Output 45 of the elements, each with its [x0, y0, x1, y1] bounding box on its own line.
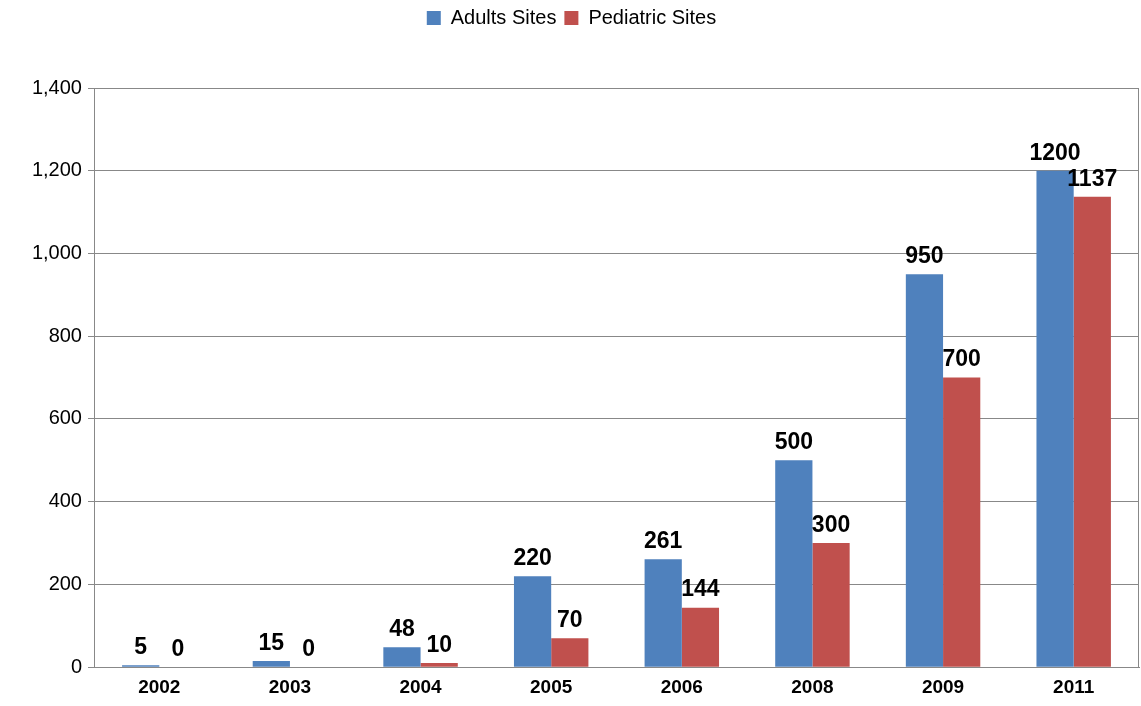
bar [551, 638, 589, 667]
bar [420, 663, 458, 667]
y-tick-label: 200 [48, 571, 82, 594]
y-tick-label: 800 [48, 323, 82, 346]
data-label: 15 [258, 628, 285, 655]
bar [681, 607, 720, 667]
data-label: 1200 [1029, 138, 1081, 165]
bar [905, 274, 944, 667]
bar [775, 460, 813, 667]
bar [1073, 196, 1111, 667]
data-label: 950 [905, 242, 944, 269]
x-tick-label: 2005 [530, 675, 573, 697]
y-tick-label: 400 [48, 489, 82, 512]
bar [513, 576, 552, 667]
y-tick-label: 0 [70, 654, 82, 677]
data-label: 10 [426, 630, 452, 657]
bar [812, 543, 850, 667]
data-label: 0 [302, 635, 315, 662]
data-label: 300 [811, 510, 851, 537]
legend-label: Adults Sites [450, 5, 557, 28]
data-label: 700 [942, 345, 981, 372]
x-tick-label: 2003 [268, 675, 312, 697]
x-tick-label: 2006 [660, 675, 703, 697]
x-tick-label: 2009 [921, 675, 965, 697]
x-tick-label: 2004 [399, 675, 443, 697]
bar [252, 660, 290, 667]
data-label: 144 [681, 575, 720, 602]
data-label: 5 [134, 632, 148, 659]
data-label: 0 [171, 635, 185, 662]
legend-label: Pediatric Sites [588, 5, 717, 28]
y-tick-label: 1,000 [31, 241, 82, 263]
bar [644, 559, 682, 667]
x-tick-label: 2002 [138, 675, 181, 697]
y-tick-label: 600 [48, 406, 82, 429]
x-tick-label: 2008 [791, 675, 834, 697]
bar [383, 647, 421, 667]
y-tick-label: 1,200 [31, 158, 82, 181]
data-label: 70 [557, 606, 583, 633]
data-label: 220 [513, 544, 552, 571]
bar [943, 377, 981, 667]
data-label: 500 [774, 428, 814, 455]
data-label: 261 [644, 527, 683, 554]
x-tick-label: 2011 [1053, 675, 1095, 697]
data-label: 48 [389, 615, 415, 642]
y-tick-label: 1,400 [31, 75, 82, 98]
